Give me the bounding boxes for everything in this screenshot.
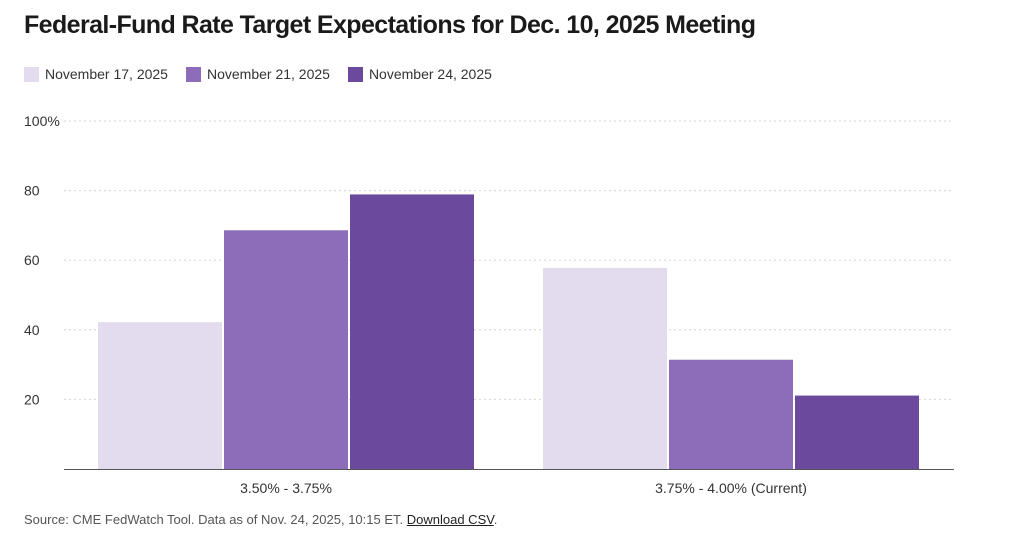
legend-swatch-nov-17: [24, 66, 39, 82]
chart-title: Federal-Fund Rate Target Expectations fo…: [24, 11, 756, 39]
download-csv-link[interactable]: Download CSV: [406, 512, 494, 527]
bar: [795, 395, 919, 469]
chart-footer: Source: CME FedWatch Tool. Data as of No…: [24, 512, 497, 527]
y-tick-label: 100%: [24, 113, 60, 129]
bar: [98, 322, 222, 469]
legend-swatch-nov-21: [185, 66, 201, 82]
source-note: Source: CME FedWatch Tool. Data as of No…: [24, 512, 404, 527]
legend-item-nov-17: November 17, 2025: [24, 66, 168, 82]
legend-item-nov-24: November 24, 2025: [347, 66, 492, 82]
bar: [543, 267, 667, 469]
legend-label-nov-17: November 17, 2025: [45, 66, 168, 82]
legend-label-nov-21: November 21, 2025: [206, 66, 330, 82]
bar: [224, 230, 348, 469]
footer-period: .: [493, 512, 498, 527]
y-tick-label: 80: [24, 183, 40, 199]
legend-swatch-nov-24: [347, 66, 363, 82]
y-tick-label: 60: [24, 252, 40, 268]
x-tick-label: 3.50% - 3.75%: [240, 480, 332, 496]
x-tick-label: 3.75% - 4.00% (Current): [655, 480, 807, 496]
y-tick-label: 20: [24, 391, 40, 407]
y-tick-label: 40: [24, 322, 40, 338]
bar: [669, 359, 793, 469]
bar: [350, 194, 474, 470]
legend-item-nov-21: November 21, 2025: [185, 66, 330, 82]
chart-legend: November 17, 2025 November 21, 2025 Nove…: [24, 66, 492, 82]
legend-label-nov-24: November 24, 2025: [368, 66, 492, 82]
